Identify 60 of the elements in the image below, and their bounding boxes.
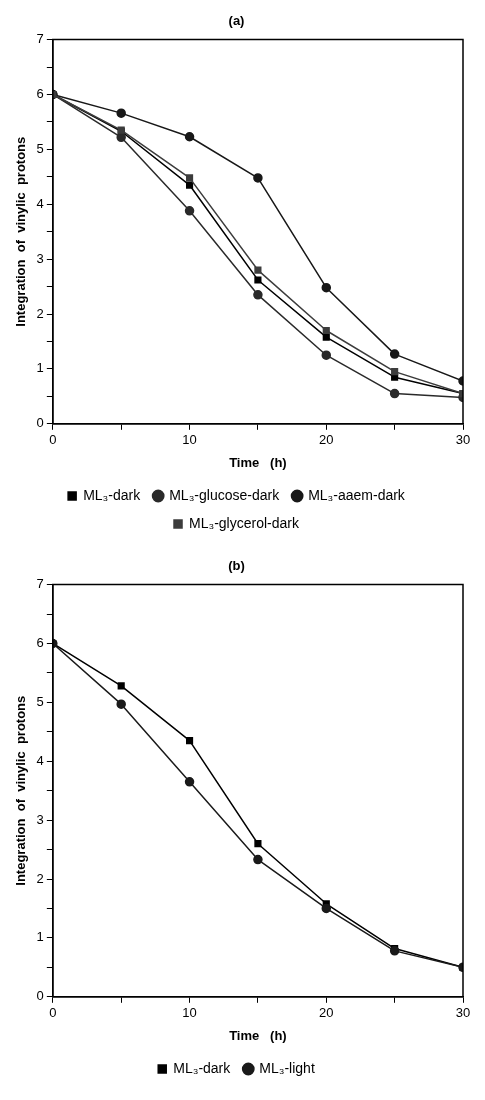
x-tick-label: 0: [49, 432, 57, 448]
y-tick-label: 0: [36, 415, 44, 431]
point: [389, 388, 400, 399]
point: [253, 173, 263, 183]
y-tick-label: 3: [36, 250, 44, 266]
point: [116, 699, 126, 709]
x-tick-label: 30: [455, 432, 471, 448]
x-tick-label: 10: [182, 1005, 197, 1021]
point: [391, 368, 399, 376]
point: [322, 326, 330, 335]
y-tick-label: 7: [36, 576, 44, 592]
y-tick-label: 5: [36, 140, 44, 156]
point: [321, 350, 332, 360]
chart-title: (b): [228, 558, 245, 574]
x-tick-label: 0: [49, 1005, 57, 1021]
y-tick-label: 2: [36, 870, 44, 886]
point: [184, 206, 195, 216]
point: [116, 108, 126, 118]
point: [253, 854, 263, 865]
point: [116, 132, 126, 143]
legend-label: ML₃-dark: [83, 486, 142, 503]
point: [254, 276, 262, 284]
y-tick-label: 5: [36, 693, 44, 709]
point: [185, 737, 194, 745]
x-tick-label: 30: [455, 1005, 471, 1021]
x-tick-label: 20: [319, 1005, 334, 1021]
point: [184, 777, 195, 787]
x-tick-label: 20: [319, 432, 334, 448]
point: [117, 682, 125, 690]
y-tick-label: 2: [36, 305, 44, 321]
legend-label: ML₃-dark: [173, 1059, 232, 1076]
y-tick-label: 7: [36, 31, 44, 47]
point: [322, 333, 330, 341]
x-axis-title: Time (h): [229, 1027, 287, 1043]
point: [321, 903, 332, 914]
y-tick-label: 3: [36, 811, 44, 827]
point: [254, 840, 262, 848]
y-tick-label: 4: [36, 752, 44, 768]
legend-label: ML₃-glucose-dark: [169, 486, 281, 503]
y-tick-label: 4: [36, 195, 44, 211]
legend-label: ML₃-light: [259, 1059, 315, 1076]
y-tick-label: 6: [36, 635, 44, 651]
point: [184, 132, 195, 142]
y-axis-title: Integration of vinylic protons: [13, 136, 29, 327]
x-tick-label: 10: [182, 432, 197, 448]
y-tick-label: 6: [36, 86, 44, 102]
y-tick-label: 0: [36, 988, 44, 1004]
y-tick-label: 1: [36, 929, 44, 945]
y-tick-label: 1: [36, 360, 44, 376]
point: [253, 290, 263, 300]
x-axis-title: Time (h): [229, 454, 287, 470]
point: [185, 174, 194, 182]
point: [389, 349, 400, 359]
point: [185, 181, 194, 189]
point: [321, 282, 332, 293]
legend-label: ML₃-glycerol-dark: [189, 514, 300, 531]
legend-label: ML₃-aaem-dark: [308, 486, 406, 503]
chart-title: (a): [228, 13, 245, 29]
point: [254, 266, 262, 274]
y-axis-title: Integration of vinylic protons: [13, 695, 29, 886]
